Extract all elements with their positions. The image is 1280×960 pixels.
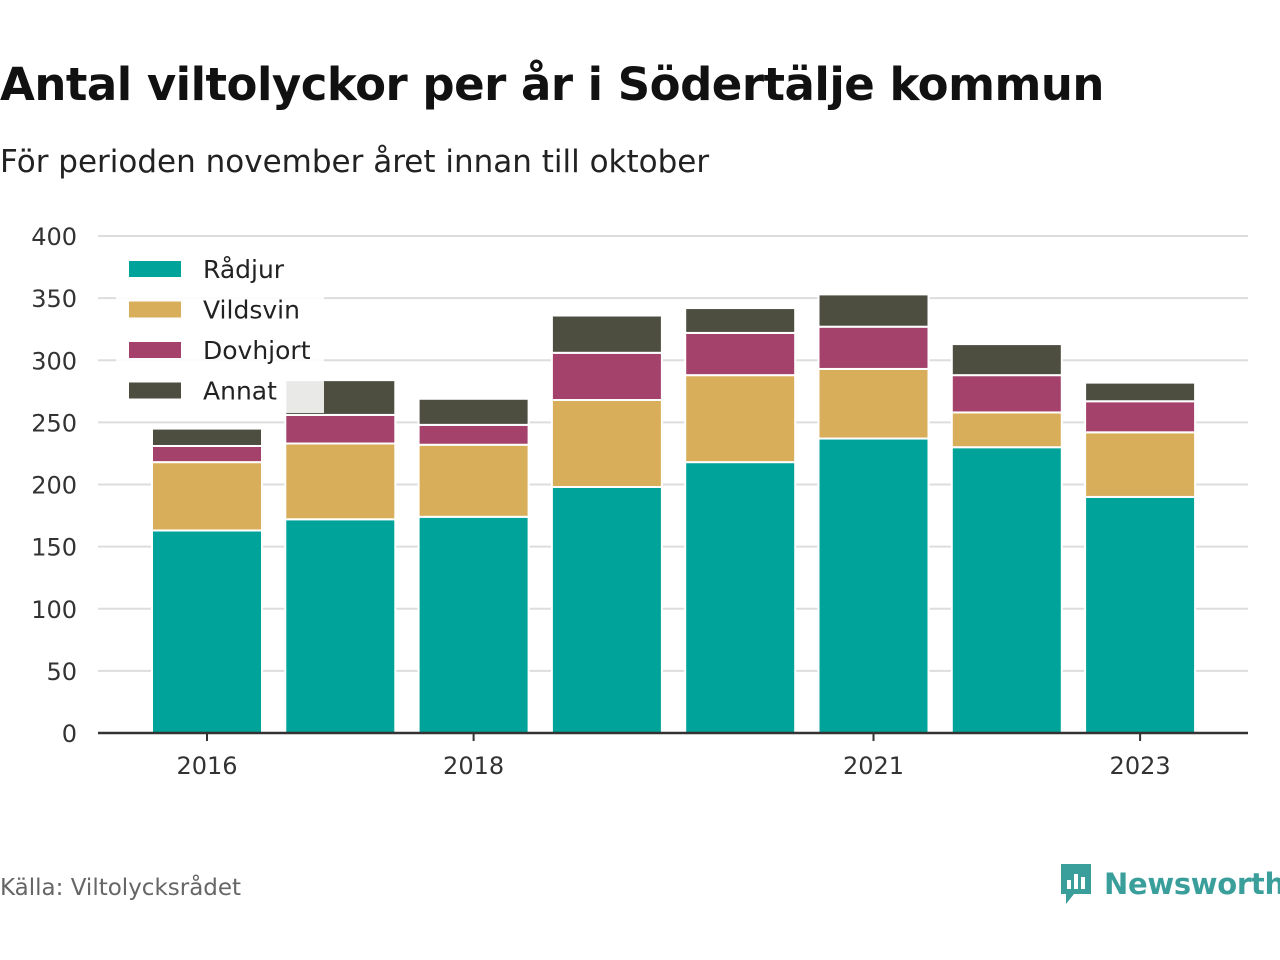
chart-title: Antal viltolyckor per år i Södertälje ko… <box>0 58 1104 111</box>
legend-swatch <box>129 382 181 399</box>
source-note: Källa: Viltolycksrådet <box>0 875 242 901</box>
bar-segment <box>151 427 263 447</box>
legend-label: Dovhjort <box>203 336 311 365</box>
legend-label: Annat <box>203 377 277 406</box>
bar-segment <box>950 343 1063 377</box>
bar-segment <box>1084 495 1197 734</box>
bar-segment <box>684 374 797 464</box>
x-tick-label: 2021 <box>843 752 904 780</box>
legend: Rådjur Vildsvin Dovhjort Annat <box>116 247 324 413</box>
bar-segment <box>550 351 663 402</box>
bar-segment <box>550 399 663 488</box>
y-tick-label: 300 <box>31 347 77 375</box>
bar-segment <box>817 367 930 440</box>
bar-segment <box>417 515 530 734</box>
y-tick-label: 350 <box>31 285 77 313</box>
legend-label: Vildsvin <box>203 296 300 325</box>
bar-segment <box>950 411 1063 449</box>
axes: 0 50 100 150 200 250 300 350 400 2016 2018 2021 2023 <box>31 223 1248 780</box>
y-tick-label: 50 <box>46 658 77 686</box>
bar-segment <box>417 443 530 518</box>
y-tick-label: 250 <box>31 409 77 437</box>
newsworthy-logo-icon <box>1061 864 1091 904</box>
x-tick-label: 2016 <box>176 752 237 780</box>
y-tick-label: 100 <box>31 596 77 624</box>
y-tick-label: 200 <box>31 472 77 500</box>
bar-segment <box>817 325 930 370</box>
bar-segment <box>817 437 930 734</box>
x-tick-label: 2023 <box>1110 752 1171 780</box>
chart-subtitle: För perioden november året innan till ok… <box>0 144 710 180</box>
stacked-bar-chart: 0 50 100 150 200 250 300 350 400 2016 2018 2021 2023… <box>31 223 1248 780</box>
bar-segment <box>550 314 663 354</box>
legend-label: Rådjur <box>203 255 285 284</box>
bar-segment <box>284 413 397 445</box>
bar-segment <box>684 307 797 334</box>
bar-segment <box>1084 431 1197 498</box>
bar-segment <box>151 444 263 464</box>
bar-segment <box>1084 381 1197 403</box>
bar-segment <box>417 397 530 426</box>
bar-segment <box>151 529 263 734</box>
y-tick-label: 0 <box>62 720 77 748</box>
bar-segment <box>550 485 663 734</box>
bars <box>151 293 1197 735</box>
legend-swatch <box>129 301 181 318</box>
newsworthy-brand[interactable]: Newsworthy <box>1058 862 1280 906</box>
bar-segment <box>417 423 530 446</box>
y-tick-label: 400 <box>31 223 77 251</box>
legend-swatch <box>129 342 181 358</box>
bar-segment <box>684 461 797 734</box>
bar-segment <box>950 446 1063 734</box>
y-tick-label: 150 <box>31 534 77 562</box>
brand-name: Newsworthy <box>1104 867 1280 901</box>
bar-segment <box>284 442 397 521</box>
bar-segment <box>1084 400 1197 434</box>
bar-segment <box>284 518 397 735</box>
x-tick-label: 2018 <box>443 752 504 780</box>
bar-segment <box>151 461 263 532</box>
bar-segment <box>684 331 797 377</box>
legend-swatch <box>129 261 181 277</box>
bar-segment <box>817 293 930 328</box>
bar-segment <box>950 374 1063 414</box>
